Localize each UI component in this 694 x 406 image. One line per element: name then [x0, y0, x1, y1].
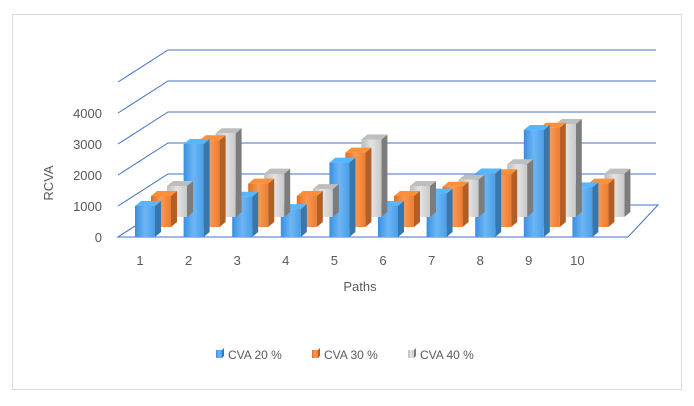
x-tick-label: 1 [136, 253, 143, 268]
y-tick-label: 2000 [73, 168, 102, 183]
bar [329, 157, 356, 237]
x-tick-label: 2 [185, 253, 192, 268]
bar-front [135, 206, 155, 237]
x-axis-ticks: 1 2 3 4 5 6 7 8 9 10 [136, 253, 584, 268]
bar-side [187, 181, 193, 217]
x-tick-label: 8 [477, 253, 484, 268]
bar-side [316, 191, 323, 227]
legend-label: CVA 20 % [228, 348, 282, 362]
bar-top [183, 139, 210, 144]
bar-top [442, 181, 469, 187]
bar-side [495, 168, 502, 237]
bar-side [155, 201, 161, 237]
bar-top [410, 181, 436, 186]
bar-top [151, 191, 177, 196]
bar-side [203, 139, 210, 237]
bar-side [365, 147, 372, 227]
chart-canvas: 0 1000 2000 3000 4000 1 2 3 4 5 6 7 8 9 10 RCVA Paths… [41, 49, 660, 362]
legend-swatch [408, 350, 414, 358]
x-tick-label: 9 [525, 253, 532, 268]
gridline [117, 49, 656, 83]
y-tick-label: 3000 [73, 137, 102, 152]
bar [426, 188, 453, 237]
legend-item: CVA 20 % [216, 348, 282, 362]
bar-top [264, 168, 291, 174]
bar-side [462, 181, 469, 227]
bar-side [332, 184, 339, 217]
bar-top [312, 184, 339, 190]
bar-top [507, 159, 534, 165]
x-tick-label: 6 [379, 253, 386, 268]
bar-top [588, 178, 615, 184]
x-tick-label: 7 [428, 253, 435, 268]
bar-side [592, 182, 599, 237]
y-tick-label: 0 [95, 230, 102, 245]
legend-swatch-side [318, 348, 320, 358]
bar-side [284, 168, 291, 217]
bar-side [511, 169, 518, 227]
bar-top [248, 178, 275, 184]
legend: CVA 20 % CVA 30 % CVA 40 % [216, 348, 474, 362]
bar-side [624, 168, 631, 217]
bar-side [559, 122, 566, 227]
bar-top [361, 134, 388, 140]
legend-swatch [312, 350, 318, 358]
bar-side [300, 204, 307, 237]
bar-side [608, 178, 615, 227]
chart-frame: 0 1000 2000 3000 4000 1 2 3 4 5 6 7 8 9 10 RCVA Paths… [12, 14, 682, 390]
legend-swatch-side [414, 348, 416, 358]
bar-side [219, 135, 226, 227]
bar-top [475, 168, 502, 174]
y-tick-label: 1000 [73, 199, 102, 214]
bar-top [199, 135, 226, 141]
x-axis-title: Paths [343, 279, 377, 294]
bar-top [167, 181, 193, 186]
bar-top [523, 125, 550, 131]
bar-side [268, 178, 275, 227]
bar [135, 201, 161, 237]
x-tick-label: 3 [234, 253, 241, 268]
bar-side [235, 128, 242, 217]
gridline [117, 111, 656, 145]
bar-top [329, 157, 356, 163]
legend-label: CVA 40 % [420, 348, 474, 362]
bar-side [398, 201, 404, 237]
bar-side [575, 119, 582, 217]
y-tick-label: 4000 [73, 106, 102, 121]
bar-top [135, 201, 161, 206]
bar-side [446, 188, 453, 237]
x-tick-label: 4 [282, 253, 289, 268]
bar-front [329, 162, 350, 237]
bar-top [394, 191, 420, 196]
legend-swatch-side [222, 348, 224, 358]
bar-side [478, 174, 485, 217]
bar-side [349, 157, 356, 237]
bar-side [381, 134, 388, 217]
bar-side [171, 191, 177, 227]
bar-top [458, 174, 485, 180]
x-tick-label: 5 [331, 253, 338, 268]
bar-front [280, 209, 301, 237]
bar-side [414, 191, 420, 227]
gridline [117, 80, 656, 114]
legend-swatch [216, 350, 222, 358]
bar-top [604, 168, 631, 174]
bar-side [543, 125, 550, 237]
bars [135, 119, 631, 237]
legend-item: CVA 40 % [408, 348, 474, 362]
bar-side [527, 159, 534, 217]
legend-label: CVA 30 % [324, 348, 378, 362]
y-axis-title: RCVA [41, 165, 56, 200]
x-tick-label: 10 [570, 253, 584, 268]
y-axis-ticks: 0 1000 2000 3000 4000 [73, 106, 102, 245]
bar-top [345, 147, 372, 153]
bar-top [296, 191, 323, 196]
bar-side [430, 181, 436, 217]
legend-item: CVA 30 % [312, 348, 378, 362]
bar-top [215, 128, 242, 134]
gridline [117, 142, 656, 176]
bar-side [252, 191, 259, 237]
bar-top [555, 119, 582, 124]
